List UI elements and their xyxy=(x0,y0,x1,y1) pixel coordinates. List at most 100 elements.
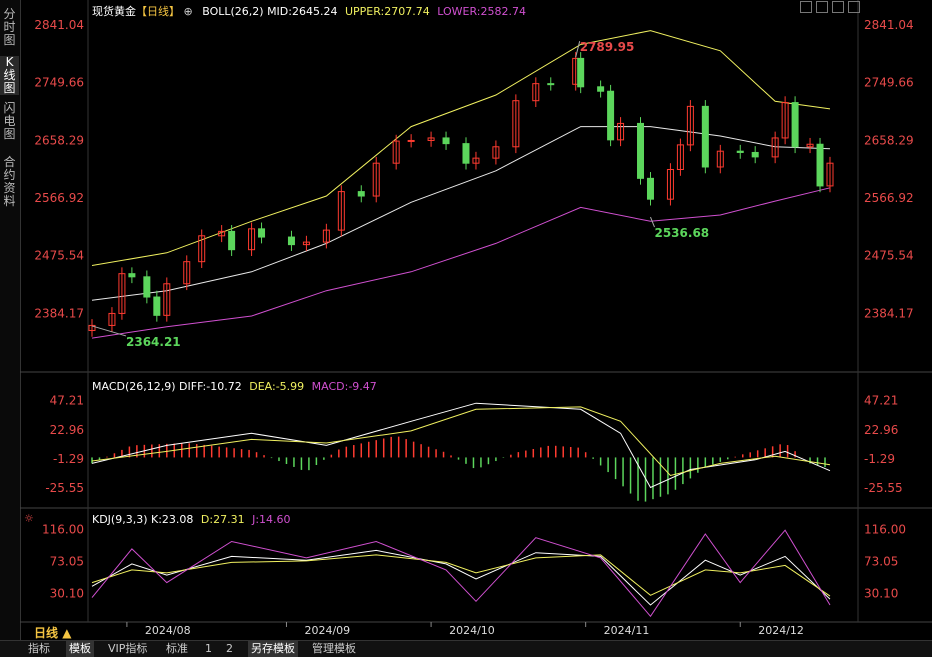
candle-body xyxy=(128,273,136,278)
bottom-tab-manage-template[interactable]: 管理模板 xyxy=(312,642,356,655)
price-tick-label-right: 2749.66 xyxy=(864,76,914,90)
candle-body xyxy=(248,228,256,251)
macd-tick-label-right: -25.55 xyxy=(864,481,903,495)
price-tick-label-right: 2566.92 xyxy=(864,191,914,205)
macd-header: MACD(26,12,9) DIFF:-10.72 DEA:-5.99 MACD… xyxy=(92,380,377,393)
bottom-tab-template[interactable]: 模板 xyxy=(66,641,94,657)
kdj-tick-label-right: 30.10 xyxy=(864,587,898,601)
boll-upper-line xyxy=(91,30,831,266)
tab-kline[interactable]: K线图 xyxy=(0,56,19,95)
boll-mid-value: MID:2645.24 xyxy=(267,5,338,18)
price-tick-label-right: 2384.17 xyxy=(864,306,914,320)
boll-upper-value: UPPER:2707.74 xyxy=(344,5,430,18)
boll-label: BOLL(26,2) xyxy=(202,5,264,18)
candle-body xyxy=(183,261,191,285)
price-header: 现货黄金【日线】 ⊕ BOLL(26,2) MID:2645.24 UPPER:… xyxy=(92,3,526,19)
crosshair-icon[interactable] xyxy=(800,1,812,13)
price-tick-label-left: 2749.66 xyxy=(34,76,84,90)
candle-body xyxy=(512,100,520,148)
kdj-tick-label-left: 116.00 xyxy=(42,522,84,536)
price-tick-label-left: 2384.17 xyxy=(34,306,84,320)
period-label: 【日线】 xyxy=(136,5,180,18)
candle-body xyxy=(322,229,330,243)
candle-body xyxy=(666,169,674,200)
candle-body xyxy=(637,122,645,179)
date-tick-label: 2024/10 xyxy=(449,624,495,637)
candle-body xyxy=(88,324,96,331)
candle-body xyxy=(218,230,226,237)
candle-body xyxy=(826,162,834,187)
candle-body xyxy=(407,139,415,142)
candle-body xyxy=(372,162,380,197)
annotation-leader xyxy=(650,216,655,228)
candle-body xyxy=(258,228,266,238)
candle-body xyxy=(646,177,654,200)
tab-contract-info[interactable]: 合约资料 xyxy=(3,155,16,208)
boll-mid-line xyxy=(91,126,831,301)
chart-canvas[interactable]: 2789.95 2364.21 2536.68 2841.04 2841.04 2749… xyxy=(0,0,932,640)
boll-settings-icon[interactable]: ⊕ xyxy=(183,5,193,18)
macd-tick-label-right: -1.29 xyxy=(864,452,895,466)
candle-body xyxy=(392,140,400,164)
kdj-tick-label-left: 73.05 xyxy=(50,555,84,569)
macd-tick-label-left: 47.21 xyxy=(50,394,84,408)
candle-body xyxy=(462,143,470,164)
low-annotation: 2536.68 xyxy=(654,226,709,240)
candle-body xyxy=(816,143,824,187)
kdj-tick-label-right: 116.00 xyxy=(864,522,906,536)
price-tick-label-right: 2658.29 xyxy=(864,133,914,147)
candle-body xyxy=(751,151,759,158)
date-tick-label: 2024/11 xyxy=(604,624,650,637)
bottom-tab-save-template[interactable]: 另存模板 xyxy=(248,641,298,657)
annotation-leader xyxy=(575,41,581,58)
candle-body xyxy=(198,235,206,263)
macd-label: MACD(26,12,9) xyxy=(92,380,176,393)
bottom-tab-indicator[interactable]: 指标 xyxy=(28,642,50,655)
price-tick-label-left: 2566.92 xyxy=(34,191,84,205)
period-selector[interactable]: 日线 ▲ xyxy=(34,625,71,641)
candle-body xyxy=(617,122,625,141)
period-selector-label: 日线 xyxy=(34,626,59,640)
candle-body xyxy=(228,230,236,251)
period-dropdown-icon[interactable]: ▲ xyxy=(62,626,72,640)
candle-body xyxy=(686,105,694,146)
tab-timeshare[interactable]: 分时图 xyxy=(3,7,16,47)
kdj-k-value: K:23.08 xyxy=(151,513,194,526)
price-tick-label-right: 2841.04 xyxy=(864,18,914,32)
tab-flash[interactable]: 闪电图 xyxy=(3,101,16,141)
bottom-tab-1[interactable]: 1 xyxy=(205,642,212,655)
candle-body xyxy=(357,191,365,197)
restore-icon[interactable] xyxy=(832,1,844,13)
macd-tick-label-left: -1.29 xyxy=(53,452,84,466)
minimize-icon[interactable] xyxy=(816,1,828,13)
candle-body xyxy=(791,102,799,148)
bottom-tab-vip-indicator[interactable]: VIP指标 xyxy=(108,642,148,655)
candle-body xyxy=(716,150,724,168)
symbol-name: 现货黄金 xyxy=(92,5,136,18)
annotation-leader xyxy=(91,325,127,337)
candle-body xyxy=(676,144,684,171)
macd-tick-label-right: 47.21 xyxy=(864,394,898,408)
candle-body xyxy=(607,90,615,141)
candle-body xyxy=(442,137,450,145)
price-tick-label-left: 2658.29 xyxy=(34,133,84,147)
macd-tick-label-right: 22.96 xyxy=(864,423,898,437)
price-tick-label-left: 2475.54 xyxy=(34,249,84,263)
date-tick-label: 2024/12 xyxy=(758,624,804,637)
kdj-header: KDJ(9,3,3) K:23.08 D:27.31 J:14.60 xyxy=(92,513,291,526)
kdj-d-line xyxy=(91,554,831,597)
candle-body xyxy=(547,83,555,86)
candle-body xyxy=(736,150,744,153)
candle-body xyxy=(287,236,295,246)
kdj-j-value: J:14.60 xyxy=(252,513,291,526)
candle-body xyxy=(597,86,605,92)
bottom-tab-standard[interactable]: 标准 xyxy=(166,642,188,655)
low-annotation: 2364.21 xyxy=(126,335,181,349)
candle-body xyxy=(492,146,500,159)
candle-body xyxy=(806,143,814,148)
bottom-tab-2[interactable]: 2 xyxy=(226,642,233,655)
high-annotation: 2789.95 xyxy=(580,40,635,54)
candle-body xyxy=(143,276,151,298)
kdj-settings-icon[interactable]: ☼ xyxy=(24,512,34,525)
maximize-icon[interactable] xyxy=(848,1,860,13)
